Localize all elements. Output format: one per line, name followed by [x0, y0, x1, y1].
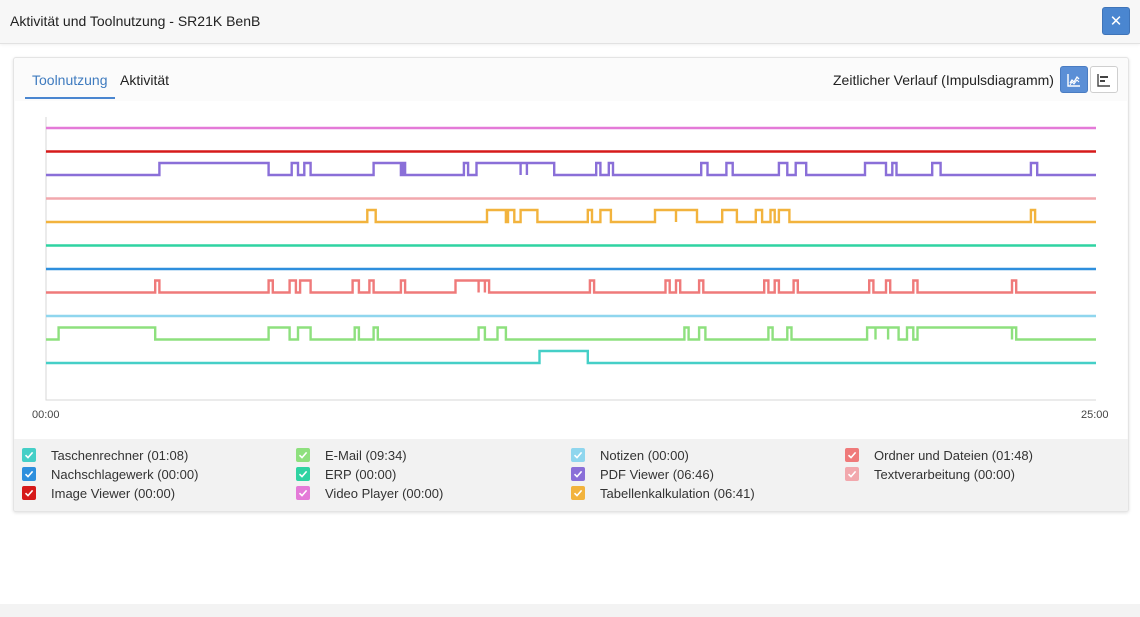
window-title: Aktivität und Toolnutzung - SR21K BenB	[10, 13, 261, 29]
legend-checkbox[interactable]	[571, 467, 585, 481]
check-icon	[573, 451, 583, 459]
legend-checkbox[interactable]	[22, 486, 36, 500]
check-icon	[24, 470, 34, 478]
view-mode-label: Zeitlicher Verlauf (Impulsdiagramm)	[833, 72, 1054, 88]
tab-aktivitaet[interactable]: Aktivität	[120, 72, 170, 88]
window-titlebar: Aktivität und Toolnutzung - SR21K BenB ✕	[0, 0, 1140, 44]
legend-label: Video Player (00:00)	[325, 485, 444, 501]
impulse-chart-svg	[45, 117, 1096, 401]
legend-label: Tabellenkalkulation (06:41)	[600, 485, 755, 501]
x-axis-start-label: 00:00	[32, 409, 60, 421]
timeline-view-button[interactable]	[1090, 66, 1118, 93]
check-icon	[847, 451, 857, 459]
impulse-chart-icon	[1067, 73, 1080, 87]
series-line	[46, 161, 1096, 177]
check-icon	[298, 470, 308, 478]
footer-strip	[0, 604, 1140, 617]
impulse-view-button[interactable]	[1060, 66, 1088, 93]
legend-label: Image Viewer (00:00)	[51, 485, 176, 501]
legend-item[interactable]: Video Player (00:00)	[296, 484, 443, 502]
check-icon	[298, 489, 308, 497]
check-icon	[298, 451, 308, 459]
tab-toolnutzung[interactable]: Toolnutzung	[25, 72, 115, 99]
legend-item[interactable]: Taschenrechner (01:08)	[22, 446, 188, 464]
close-icon: ✕	[1109, 13, 1123, 30]
legend-item[interactable]: PDF Viewer (06:46)	[571, 465, 714, 483]
legend-item[interactable]: Textverarbeitung (00:00)	[845, 465, 1015, 483]
legend-item[interactable]: ERP (00:00)	[296, 465, 396, 483]
impulse-chart	[15, 101, 1127, 439]
legend-checkbox[interactable]	[296, 448, 310, 462]
legend-checkbox[interactable]	[845, 448, 859, 462]
check-icon	[847, 470, 857, 478]
legend-checkbox[interactable]	[22, 467, 36, 481]
series-line	[46, 349, 1096, 365]
chart-card: Toolnutzung Aktivität Zeitlicher Verlauf…	[13, 57, 1129, 512]
check-icon	[573, 489, 583, 497]
legend-label: E-Mail (09:34)	[325, 447, 407, 463]
legend-label: ERP (00:00)	[325, 466, 397, 482]
legend-checkbox[interactable]	[571, 448, 585, 462]
legend: Taschenrechner (01:08) E-Mail (09:34) Noti…	[14, 439, 1128, 511]
legend-item[interactable]: Notizen (00:00)	[571, 446, 689, 464]
legend-label: Notizen (00:00)	[600, 447, 689, 463]
close-button[interactable]: ✕	[1102, 7, 1130, 35]
series-line	[46, 326, 1096, 341]
legend-checkbox[interactable]	[22, 448, 36, 462]
x-axis-end-label: 25:00	[1081, 409, 1109, 421]
series-line	[46, 279, 1096, 294]
legend-label: Textverarbeitung (00:00)	[874, 466, 1015, 482]
check-icon	[24, 489, 34, 497]
legend-item[interactable]: Image Viewer (00:00)	[22, 484, 175, 502]
gantt-chart-icon	[1097, 73, 1110, 87]
check-icon	[573, 470, 583, 478]
legend-checkbox[interactable]	[571, 486, 585, 500]
series-line	[46, 208, 1096, 224]
legend-label: Nachschlagewerk (00:00)	[51, 466, 199, 482]
legend-label: PDF Viewer (06:46)	[600, 466, 714, 482]
legend-checkbox[interactable]	[296, 486, 310, 500]
chart-axis	[45, 117, 1096, 401]
legend-item[interactable]: Tabellenkalkulation (06:41)	[571, 484, 755, 502]
check-icon	[24, 451, 34, 459]
legend-item[interactable]: Nachschlagewerk (00:00)	[22, 465, 198, 483]
legend-item[interactable]: E-Mail (09:34)	[296, 446, 407, 464]
legend-checkbox[interactable]	[296, 467, 310, 481]
legend-label: Ordner und Dateien (01:48)	[874, 447, 1033, 463]
legend-label: Taschenrechner (01:08)	[51, 447, 189, 463]
legend-checkbox[interactable]	[845, 467, 859, 481]
legend-item[interactable]: Ordner und Dateien (01:48)	[845, 446, 1033, 464]
